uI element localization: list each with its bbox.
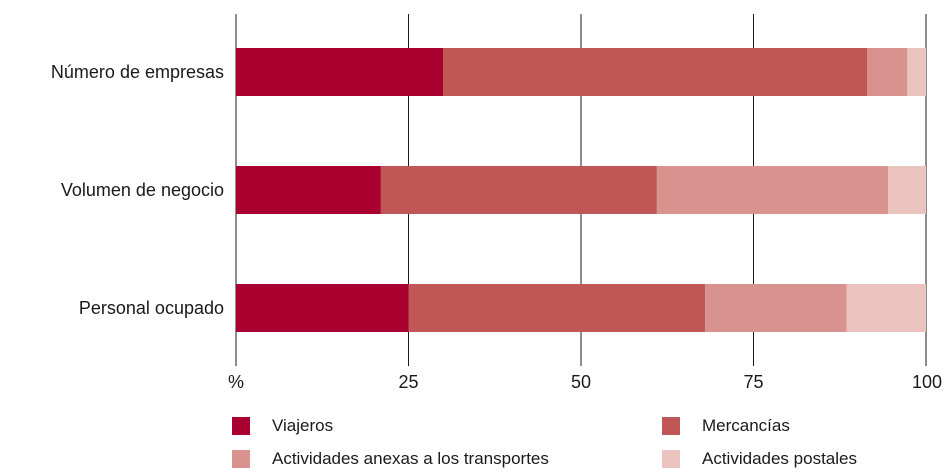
x-tick-label: 100 xyxy=(912,372,942,392)
category-label: Número de empresas xyxy=(51,62,224,82)
bar-0-3 xyxy=(907,48,926,96)
bar-1-3 xyxy=(888,166,926,214)
bar-0-0 xyxy=(236,48,443,96)
bar-1-2 xyxy=(656,166,889,214)
x-tick-label: 50 xyxy=(571,372,591,392)
bar-2-1 xyxy=(408,284,706,332)
bar-0-1 xyxy=(443,48,868,96)
x-tick-label: 75 xyxy=(743,372,763,392)
bar-1-1 xyxy=(380,166,657,214)
x-tick-label: 25 xyxy=(398,372,418,392)
bar-2-0 xyxy=(236,284,409,332)
bar-1-0 xyxy=(236,166,381,214)
x-tick-label: % xyxy=(228,372,244,392)
bars xyxy=(236,48,926,332)
x-tick-labels: % 25 50 75 100 xyxy=(228,372,942,392)
bar-2-2 xyxy=(705,284,847,332)
category-labels: Número de empresas Volumen de negocio Pers… xyxy=(51,62,224,318)
category-label: Personal ocupado xyxy=(79,298,224,318)
category-label: Volumen de negocio xyxy=(61,180,224,200)
bar-2-3 xyxy=(846,284,926,332)
bar-0-2 xyxy=(867,48,908,96)
